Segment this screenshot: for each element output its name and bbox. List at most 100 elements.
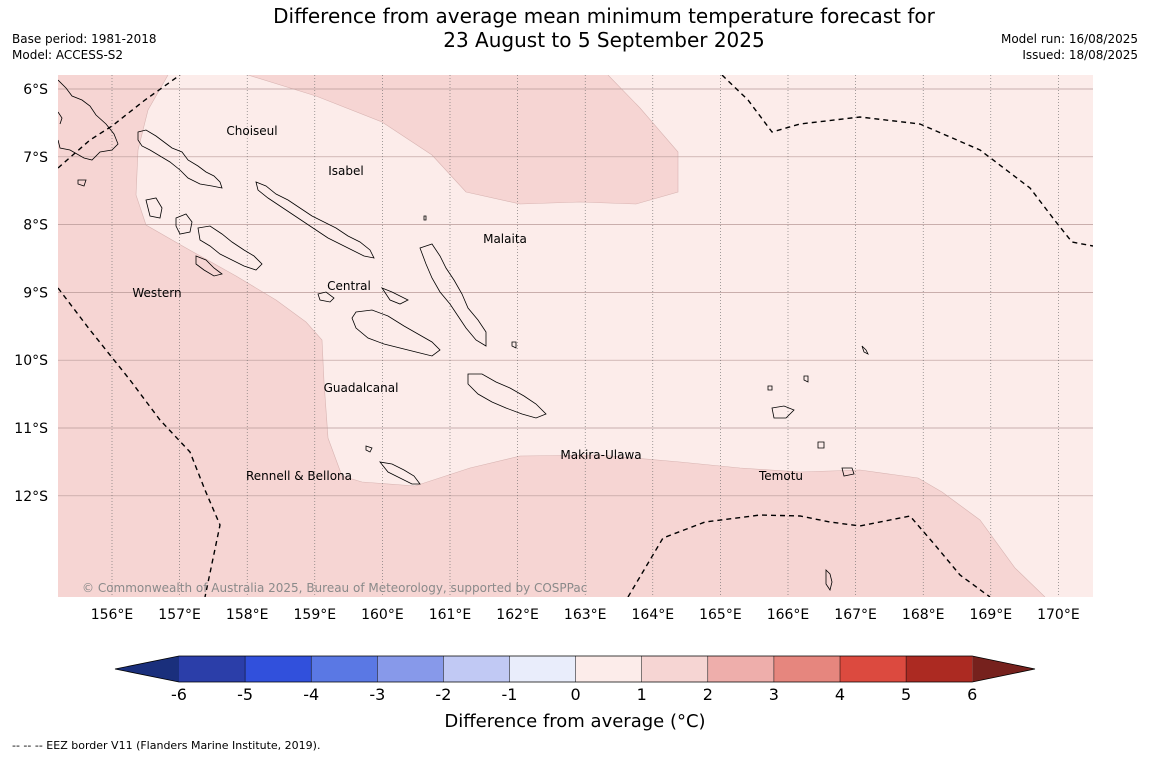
region-labels: Choiseul Isabel Malaita Central Western … [132, 124, 803, 483]
colorbar-tick-label: 1 [637, 685, 647, 704]
eez-border-southwest [58, 287, 221, 597]
colorbar-segment [509, 656, 576, 682]
island-santa-cruz [771, 405, 795, 419]
colorbar-segment [707, 656, 774, 682]
island-small-3 [423, 215, 427, 221]
region-label-choiseul: Choiseul [226, 124, 277, 138]
eez-border-northeast [721, 75, 1093, 247]
island-isabel [255, 181, 375, 259]
island-small-1 [511, 341, 517, 349]
colorbar-tick-label: -1 [502, 685, 518, 704]
island-buka [58, 111, 63, 125]
colorbar-label: Difference from average (°C) [444, 711, 705, 732]
region-label-temotu: Temotu [758, 469, 803, 483]
eez-legend-note: -- -- -- EEZ border V11 (Flanders Marine… [12, 739, 321, 752]
colorbar-ticks: -6 -5 -4 -3 -2 -1 0 1 2 3 4 5 6 [171, 685, 977, 704]
colorbar-segment [179, 656, 246, 682]
island-florida [317, 291, 335, 303]
colorbar-tick-label: 5 [901, 685, 911, 704]
island-choiseul [137, 129, 223, 189]
title-line-1: Difference from average mean minimum tem… [273, 4, 935, 28]
lon-label: 169°E [970, 607, 1013, 623]
island-vanikoro [841, 467, 855, 477]
island-kolombangara [197, 225, 263, 271]
lon-label: 167°E [834, 607, 877, 623]
colorbar-tick-label: 2 [703, 685, 713, 704]
colorbar-tick-label: -2 [435, 685, 451, 704]
coastlines [58, 79, 869, 591]
lat-label: 7°S [23, 150, 48, 166]
colorbar-over-arrow [972, 656, 1035, 682]
island-bougainville [58, 79, 119, 161]
region-label-central: Central [327, 279, 371, 293]
colorbar-tick-label: 6 [967, 685, 977, 704]
region-label-rennell-bellona: Rennell & Bellona [246, 469, 352, 483]
island-utupua [817, 441, 825, 449]
lat-label: 12°S [14, 489, 48, 505]
lat-label: 10°S [14, 353, 48, 369]
lon-label: 159°E [294, 607, 337, 623]
eez-border-northwest [58, 75, 181, 169]
eez-borders [58, 75, 1093, 597]
region-label-isabel: Isabel [328, 164, 363, 178]
island-new-georgia [175, 213, 193, 235]
lon-label: 166°E [767, 607, 810, 623]
colorbar-tick-label: 0 [571, 685, 581, 704]
region-label-makira-ulawa: Makira-Ulawa [560, 448, 641, 462]
island-duff [861, 345, 869, 355]
lon-label: 170°E [1037, 607, 1080, 623]
colorbar-outline [114, 655, 1036, 683]
anomaly-region-west [58, 75, 1045, 597]
base-period: Base period: 1981-2018 [12, 32, 157, 46]
lon-label: 156°E [91, 607, 134, 623]
island-rennell [379, 461, 421, 485]
colorbar-segment [311, 656, 378, 682]
meta-left: Base period: 1981-2018 Model: ACCESS-S2 [12, 31, 157, 63]
page-title: Difference from average mean minimum tem… [0, 4, 1150, 52]
island-malaita [419, 243, 487, 347]
colorbar [114, 655, 1036, 683]
lon-label: 157°E [158, 607, 201, 623]
model-run: Model run: 16/08/2025 [1000, 32, 1138, 46]
colorbar-tick-label: -4 [303, 685, 319, 704]
island-russell [380, 287, 409, 305]
island-small-2 [77, 179, 87, 187]
copyright-notice: © Commonwealth of Australia 2025, Bureau… [82, 581, 587, 595]
lon-label: 161°E [429, 607, 472, 623]
lon-label: 158°E [226, 607, 269, 623]
lon-label: 165°E [699, 607, 742, 623]
colorbar-segment [773, 656, 840, 682]
lon-label: 162°E [496, 607, 539, 623]
island-rendova [195, 255, 223, 277]
island-vella-lavella [145, 197, 163, 219]
lon-label: 168°E [902, 607, 945, 623]
region-label-malaita: Malaita [483, 232, 527, 246]
island-bellona [365, 445, 373, 453]
island-reef-islands [803, 375, 809, 383]
model-name: Model: ACCESS-S2 [12, 48, 124, 62]
lon-label: 164°E [632, 607, 675, 623]
colorbar-tick-label: 3 [769, 685, 779, 704]
colorbar-under-arrow [115, 656, 179, 682]
colorbar-segment [840, 656, 907, 682]
colorbar-segment [906, 656, 973, 682]
issued-date: Issued: 18/08/2025 [1022, 48, 1138, 62]
colorbar-segment [443, 656, 510, 682]
colorbar-segment [245, 656, 312, 682]
region-label-western: Western [132, 286, 181, 300]
lat-label: 9°S [23, 285, 48, 301]
anomaly-region-north [248, 75, 678, 204]
eez-border-southeast [627, 514, 991, 597]
island-guadalcanal [351, 309, 441, 357]
colorbar-tick-label: -6 [171, 685, 187, 704]
lon-label: 163°E [564, 607, 607, 623]
colorbar-tick-label: 4 [835, 685, 845, 704]
region-label-guadalcanal: Guadalcanal [324, 381, 399, 395]
title-line-2: 23 August to 5 September 2025 [443, 28, 765, 52]
lon-label: 160°E [361, 607, 404, 623]
island-tikopia [825, 569, 833, 591]
colorbar-segment [377, 656, 444, 682]
lat-label: 6°S [23, 82, 48, 98]
island-small-4 [767, 385, 773, 391]
